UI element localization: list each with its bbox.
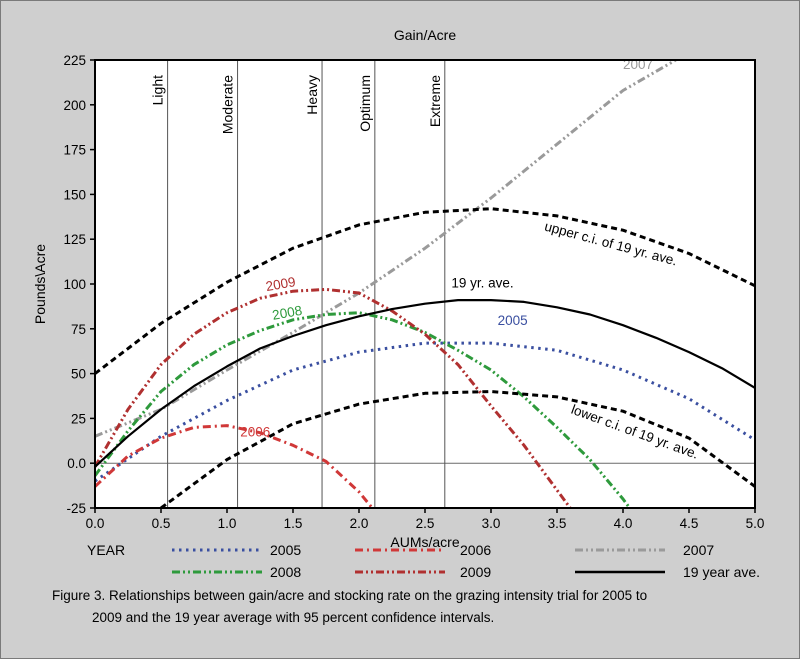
legend-label-4: 2009 <box>460 564 491 580</box>
legend-label-3: 2008 <box>270 564 301 580</box>
y-tick-label-3: 50 <box>71 367 86 382</box>
series-label-1: 2006 <box>240 424 270 439</box>
chart-title: Gain/Acre <box>394 27 456 43</box>
x-tick-label-8: 4.0 <box>614 516 633 531</box>
y-tick-label-7: 150 <box>63 187 86 202</box>
series-label-0: 2005 <box>498 313 528 328</box>
y-tick-label-8: 175 <box>63 143 86 158</box>
series-label-3: 2008 <box>271 303 303 323</box>
y-tick-label-0: -25 <box>66 501 86 516</box>
x-tick-label-10: 5.0 <box>746 516 765 531</box>
legend-label-2: 2007 <box>683 542 714 558</box>
plot-area <box>95 60 755 508</box>
marker-label-extreme: Extreme <box>427 75 443 127</box>
x-tick-label-4: 2.0 <box>350 516 369 531</box>
series-line-1 <box>95 424 374 508</box>
series-line-3 <box>95 311 631 508</box>
y-tick-label-4: 75 <box>71 322 86 337</box>
marker-label-heavy: Heavy <box>304 75 320 115</box>
x-tick-label-5: 2.5 <box>416 516 435 531</box>
series-line-6 <box>95 207 755 375</box>
series-label-5: 19 yr. ave. <box>451 276 513 291</box>
y-tick-label-2: 25 <box>71 411 86 426</box>
marker-label-optimum: Optimum <box>357 75 373 132</box>
y-tick-label-9: 200 <box>63 98 86 113</box>
marker-label-moderate: Moderate <box>220 75 236 134</box>
marker-label-light: Light <box>150 75 166 105</box>
figure-caption: Figure 3. Relationships between gain/acr… <box>52 585 792 629</box>
series-line-7 <box>160 390 755 508</box>
legend-label-1: 2006 <box>460 542 491 558</box>
series-label-4: 2009 <box>265 274 297 294</box>
x-axis-label: AUMs/acre <box>390 534 459 550</box>
legend-label-0: 2005 <box>270 542 301 558</box>
x-tick-label-6: 3.0 <box>482 516 501 531</box>
caption-line-1: Figure 3. Relationships between gain/acr… <box>52 588 648 603</box>
x-tick-label-2: 1.0 <box>218 516 237 531</box>
legend-heading: YEAR <box>87 542 125 558</box>
caption-line-2: 2009 and the 19 year average with 95 per… <box>92 610 495 625</box>
y-tick-label-6: 125 <box>63 232 86 247</box>
x-tick-label-3: 1.5 <box>284 516 303 531</box>
y-tick-label-5: 100 <box>63 277 86 292</box>
series-line-5 <box>95 299 755 468</box>
x-tick-label-9: 4.5 <box>680 516 699 531</box>
x-tick-label-0: 0.0 <box>86 516 105 531</box>
y-tick-label-1: 0.0 <box>67 456 86 471</box>
x-tick-label-7: 3.5 <box>548 516 567 531</box>
series-line-2 <box>95 60 677 438</box>
y-axis-label: Pounds\Acre <box>32 244 48 324</box>
legend-label-5: 19 year ave. <box>683 564 760 580</box>
series-group <box>95 60 755 508</box>
y-tick-label-10: 225 <box>63 53 86 68</box>
x-tick-label-1: 0.5 <box>152 516 171 531</box>
